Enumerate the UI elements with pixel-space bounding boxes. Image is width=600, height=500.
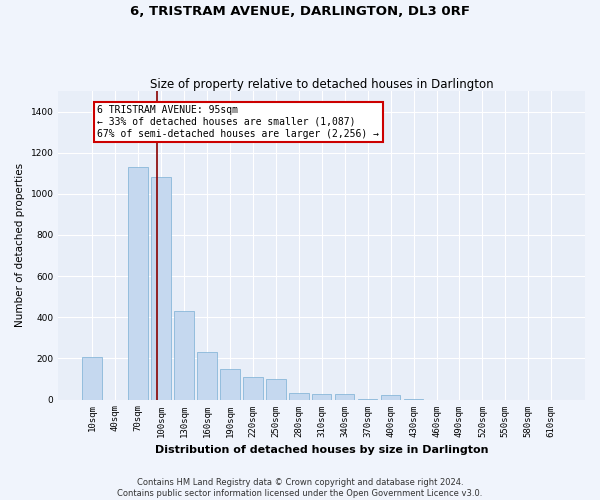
- Title: Size of property relative to detached houses in Darlington: Size of property relative to detached ho…: [150, 78, 494, 91]
- Bar: [358, 398, 377, 400]
- Text: 6 TRISTRAM AVENUE: 95sqm
← 33% of detached houses are smaller (1,087)
67% of sem: 6 TRISTRAM AVENUE: 95sqm ← 33% of detach…: [97, 106, 379, 138]
- X-axis label: Distribution of detached houses by size in Darlington: Distribution of detached houses by size …: [155, 445, 488, 455]
- Text: Contains HM Land Registry data © Crown copyright and database right 2024.
Contai: Contains HM Land Registry data © Crown c…: [118, 478, 482, 498]
- Bar: [82, 358, 102, 400]
- Bar: [335, 394, 355, 400]
- Bar: [289, 394, 308, 400]
- Bar: [128, 167, 148, 400]
- Bar: [197, 352, 217, 400]
- Bar: [243, 377, 263, 400]
- Bar: [220, 368, 239, 400]
- Bar: [381, 396, 400, 400]
- Bar: [312, 394, 331, 400]
- Bar: [174, 311, 194, 400]
- Bar: [266, 379, 286, 400]
- Y-axis label: Number of detached properties: Number of detached properties: [15, 163, 25, 328]
- Text: 6, TRISTRAM AVENUE, DARLINGTON, DL3 0RF: 6, TRISTRAM AVENUE, DARLINGTON, DL3 0RF: [130, 5, 470, 18]
- Bar: [151, 178, 171, 400]
- Bar: [404, 398, 424, 400]
